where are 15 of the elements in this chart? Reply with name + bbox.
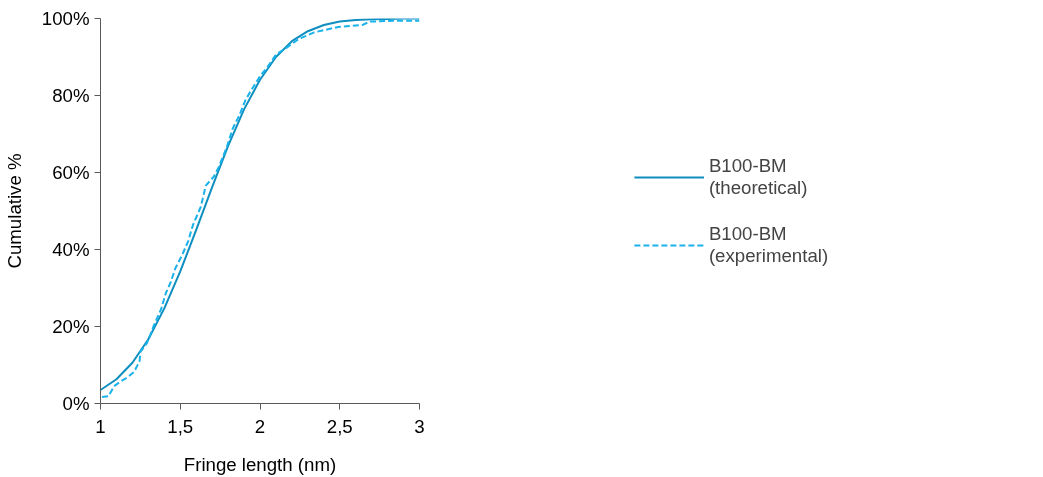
y-axis-title: Cumulative % <box>3 153 25 269</box>
x-tick-label: 2 <box>254 415 266 437</box>
x-axis-title: Fringe length (nm) <box>183 453 337 475</box>
legend-label: B100-BM (experimental) <box>708 222 829 267</box>
x-tick-label: 2,5 <box>326 415 353 437</box>
y-tick-label: 0% <box>62 393 90 414</box>
x-tick-label: 1 <box>95 415 106 437</box>
x-tick-label: 3 <box>414 415 425 437</box>
y-tick-label: 80% <box>52 85 90 106</box>
y-tick-label: 100% <box>41 8 90 29</box>
legend-label: B100-BM (theoretical) <box>708 154 808 199</box>
y-tick-label: 40% <box>52 239 90 260</box>
y-tick-label: 20% <box>52 316 90 337</box>
y-tick-label: 60% <box>52 162 90 183</box>
x-tick-label: 1,5 <box>167 415 194 437</box>
